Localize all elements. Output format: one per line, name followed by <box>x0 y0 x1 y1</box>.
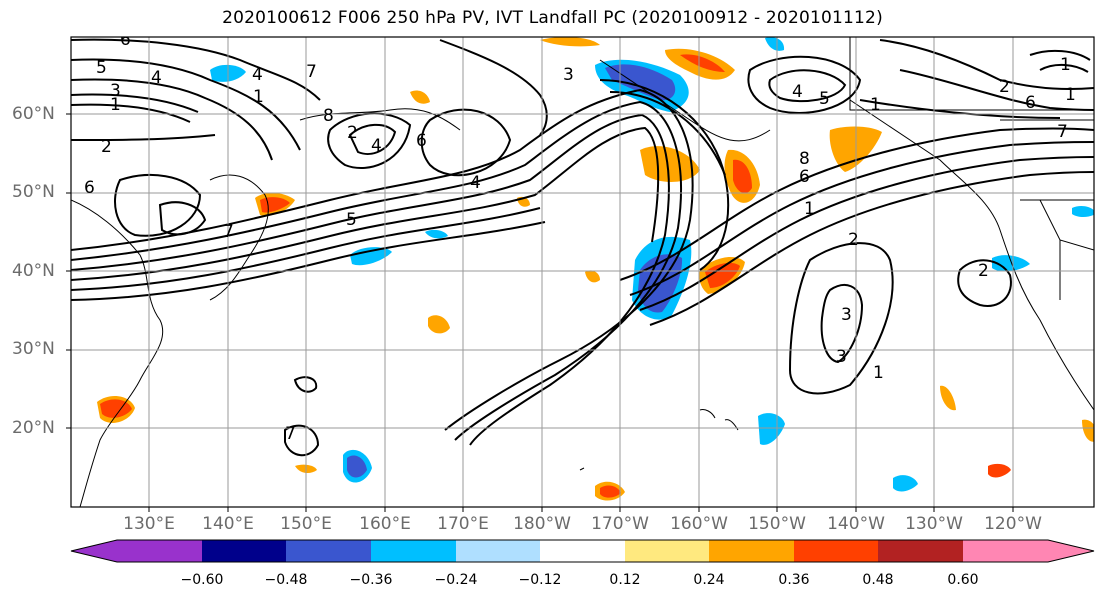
colorbar-extend-high <box>1048 540 1094 562</box>
colorbar-tick: −0.12 <box>518 572 562 588</box>
lon-label: 170°W <box>591 514 649 534</box>
colorbar-segment <box>286 540 371 562</box>
contour-label: 7 <box>285 424 296 444</box>
colorbar-tick: −0.24 <box>434 572 478 588</box>
contour-label: 6 <box>84 178 95 198</box>
contour-label: 2 <box>978 261 989 281</box>
colorbar-segment <box>709 540 794 562</box>
graticule <box>71 37 1094 507</box>
colorbar-segment <box>963 540 1048 562</box>
lon-label: 150°W <box>748 514 806 534</box>
lon-label: 180°W <box>513 514 571 534</box>
colorbar-tick: −0.60 <box>180 572 224 588</box>
colorbar-tick: 0.12 <box>609 572 641 588</box>
contour-label: 2 <box>101 137 112 157</box>
contour-label: 4 <box>151 68 162 88</box>
contour-label: 3 <box>841 305 852 325</box>
contour-label: 6 <box>416 131 427 151</box>
contour-label: 8 <box>323 106 334 126</box>
contour-label: 4 <box>792 82 803 102</box>
coastlines <box>71 37 1094 507</box>
colorbar-segment <box>878 540 963 562</box>
contour-label: 1 <box>873 363 884 383</box>
lon-label: 130°E <box>123 514 175 534</box>
map-title: 2020100612 F006 250 hPa PV, IVT Landfall… <box>222 8 883 28</box>
contour-label: 1 <box>804 199 815 219</box>
contour-label: 8 <box>799 149 810 169</box>
colorbar-segment <box>625 540 709 562</box>
colorbar-segment <box>540 540 625 562</box>
lon-label: 140°E <box>202 514 254 534</box>
contour-label: 5 <box>819 89 830 109</box>
contour-label: 7 <box>1057 122 1068 142</box>
contour-label: 3 <box>836 347 847 367</box>
colorbar-outline <box>70 539 1095 563</box>
colorbar-tick: −0.48 <box>264 572 308 588</box>
contour-label: 1 <box>1060 55 1071 75</box>
colorbar-tick: 0.60 <box>947 572 979 588</box>
colorbar-extend-low <box>71 540 117 562</box>
contour-label: 3 <box>563 65 574 85</box>
colorbar-segment <box>371 540 456 562</box>
lat-label-60: 60°N <box>12 104 55 124</box>
lon-label: 150°E <box>280 514 332 534</box>
colorbar-segment <box>202 540 286 562</box>
contour-label: 6 <box>1025 93 1036 113</box>
lon-label: 160°W <box>670 514 728 534</box>
contour-label: 6 <box>799 167 810 187</box>
contour-label: 6 <box>120 30 131 50</box>
lat-label-50: 50°N <box>12 182 55 202</box>
contour-label-group: 6 5 4 3 1 2 6 4 7 1 8 2 4 6 7 3 5 4 5 1 … <box>84 30 1076 444</box>
contour-label: 4 <box>470 173 481 193</box>
contour-label: 3 <box>110 81 121 101</box>
contour-label: 2 <box>999 77 1010 97</box>
lat-label-20: 20°N <box>12 418 55 438</box>
colorbar-tick: 0.24 <box>693 572 725 588</box>
colorbar-tick: 0.48 <box>862 572 894 588</box>
colorbar-segment <box>117 540 202 562</box>
lat-label-40: 40°N <box>12 261 55 281</box>
lon-label: 130°W <box>905 514 963 534</box>
contour-label: 7 <box>223 222 234 242</box>
lat-label-30: 30°N <box>12 339 55 359</box>
lon-label: 120°W <box>984 514 1042 534</box>
contour-label: 1 <box>870 95 881 115</box>
colorbar-tick: −0.36 <box>349 572 393 588</box>
contour-label: 2 <box>848 230 859 250</box>
contour-label: 2 <box>347 123 358 143</box>
pv-contours <box>71 38 1094 457</box>
contour-label: 4 <box>371 136 382 156</box>
contour-label: 1 <box>110 95 121 115</box>
frame-ticks <box>66 113 1014 512</box>
contour-label: 7 <box>306 62 317 82</box>
lon-label: 160°E <box>359 514 411 534</box>
colorbar-segment <box>794 540 878 562</box>
contour-label: 4 <box>252 65 263 85</box>
lon-label: 140°W <box>827 514 885 534</box>
contour-label: 5 <box>346 210 357 230</box>
contour-label: 5 <box>96 58 107 78</box>
colorbar-segment <box>456 540 540 562</box>
colorbar-tick: 0.36 <box>778 572 810 588</box>
contour-label: 1 <box>253 87 264 107</box>
contour-label: 1 <box>1065 85 1076 105</box>
lon-label: 170°E <box>437 514 489 534</box>
map-frame <box>70 36 1095 508</box>
